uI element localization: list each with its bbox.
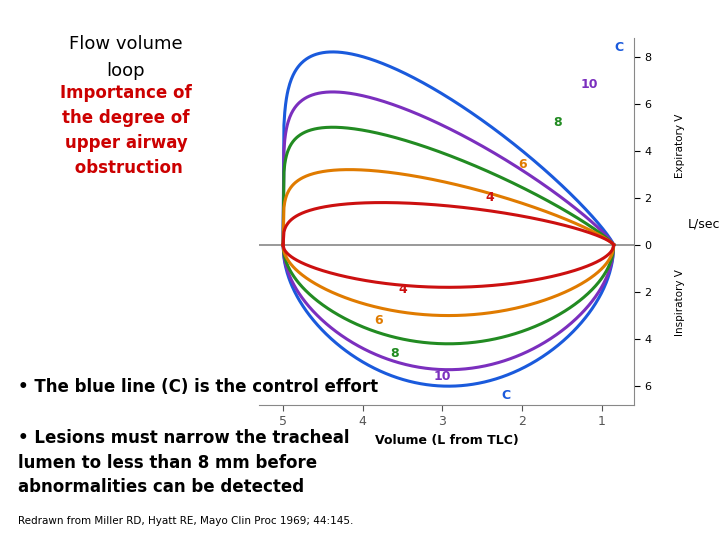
Text: Redrawn from Miller RD, Hyatt RE, Mayo Clin Proc 1969; 44:145.: Redrawn from Miller RD, Hyatt RE, Mayo C… <box>18 516 354 526</box>
Text: C: C <box>502 389 510 402</box>
Text: 8: 8 <box>554 116 562 129</box>
Text: Flow volume: Flow volume <box>69 35 183 53</box>
Text: L/sec: L/sec <box>688 218 720 231</box>
Text: Importance of
the degree of
upper airway
 obstruction: Importance of the degree of upper airway… <box>60 84 192 177</box>
Text: 10: 10 <box>581 78 598 91</box>
Text: 8: 8 <box>390 347 399 360</box>
X-axis label: Volume (L from TLC): Volume (L from TLC) <box>374 434 518 447</box>
Text: 6: 6 <box>518 158 526 171</box>
Text: • The blue line (C) is the control effort: • The blue line (C) is the control effor… <box>18 378 378 396</box>
Text: 10: 10 <box>433 370 451 383</box>
Text: 4: 4 <box>398 283 407 296</box>
Text: 6: 6 <box>374 314 383 327</box>
Text: Expiratory V: Expiratory V <box>675 113 685 178</box>
Text: C: C <box>615 40 624 53</box>
Text: • Lesions must narrow the tracheal
lumen to less than 8 mm before
abnormalities : • Lesions must narrow the tracheal lumen… <box>18 429 349 496</box>
Text: loop: loop <box>107 62 145 80</box>
Text: 4: 4 <box>486 191 495 204</box>
Text: Inspiratory V: Inspiratory V <box>675 269 685 336</box>
